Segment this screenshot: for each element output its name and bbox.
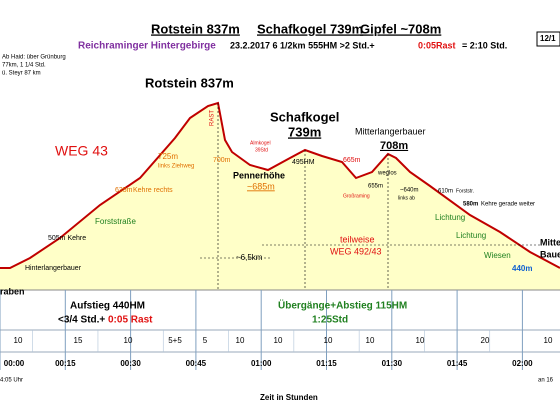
guides <box>200 103 540 290</box>
profile-label: 700m <box>213 157 231 164</box>
profile-label: Hinterlangerbauer <box>25 265 82 272</box>
profile-label: Pennerhöhe <box>233 170 285 180</box>
profile-label: Bauer <box>540 249 560 259</box>
profile-label: raben <box>0 286 25 296</box>
note: Ab Haid: über Grünburg <box>2 55 66 61</box>
profile-label: 495HM <box>292 159 315 166</box>
rest: 0:05Rast <box>418 40 456 50</box>
note: 77km, 1 1/4 Std. <box>2 63 46 69</box>
profile-label: weglos <box>377 171 397 177</box>
profile-label: 739m <box>288 124 321 139</box>
page-box <box>536 31 560 47</box>
profile-label: 708m <box>380 140 408 152</box>
profile-label: 440m <box>512 264 532 273</box>
profile-label: Forststraße <box>95 217 136 226</box>
profile-label: Kehre gerade weiter <box>481 202 535 208</box>
profile-label: 0:05 Rast <box>108 315 153 326</box>
title: Schafkogel 739m <box>257 21 363 36</box>
time-tick-label: 00:30 <box>120 359 141 368</box>
profile-label: teilweise <box>340 234 375 244</box>
segment-minutes: 10 <box>324 336 333 345</box>
segment-minutes: 10 <box>416 336 425 345</box>
profile-label: 725m <box>158 152 178 161</box>
time-tick-label: 01:15 <box>316 359 337 368</box>
time-tick-label: 00:45 <box>186 359 207 368</box>
title: Gipfel ~708m <box>360 21 441 36</box>
profile-label: links Ziehweg <box>158 164 194 170</box>
profile-label: Lichtung <box>435 213 465 222</box>
profile-label: Mitter <box>540 237 560 247</box>
start-time: 4:05 Uhr <box>0 378 23 384</box>
page-number: 12/1 <box>540 34 556 43</box>
profile-label: WEG 492/43 <box>330 246 382 256</box>
profile-label: Mitterlangerbauer <box>355 126 426 136</box>
profile-label: ~685m <box>247 181 275 191</box>
profile-label: ~6,5km <box>236 253 263 262</box>
profile-label: 505m Kehre <box>48 235 86 242</box>
profile-label: Forststr. <box>456 188 474 194</box>
time-tick-label: 02:00 <box>512 359 533 368</box>
profile-label: Almkogel <box>250 140 271 146</box>
segment-minutes: 10 <box>124 336 133 345</box>
time-tick-label: 01:00 <box>251 359 272 368</box>
profile-label: 635m <box>115 187 133 194</box>
profile-label: Kehre rechts <box>133 187 173 194</box>
segment-minutes: 10 <box>274 336 283 345</box>
profile-label: Übergänge+Abstieg 115HM <box>278 299 407 312</box>
profile-label: links ab <box>398 195 415 201</box>
profile-label: WEG 43 <box>55 143 108 159</box>
profile-label: 610m <box>438 189 453 195</box>
title: Rotstein 837m <box>151 21 240 36</box>
profile-label: <3/4 Std.+ <box>58 315 105 326</box>
profile-label: 1:25Std <box>312 315 348 326</box>
segment-minutes: 10 <box>14 336 23 345</box>
profile-label: 655m <box>368 184 383 190</box>
segment-minutes: 5 <box>203 336 208 345</box>
region: Reichraminger Hintergebirge <box>78 41 216 52</box>
segment-minutes: 5+5 <box>168 336 182 345</box>
time-tick-label: 00:15 <box>55 359 76 368</box>
profile-label: Schafkogel <box>270 109 339 124</box>
segment-minutes: 20 <box>481 336 490 345</box>
end-time: an 16 <box>538 378 554 384</box>
time-tick-label: 01:45 <box>447 359 468 368</box>
profile-label: Rotstein 837m <box>145 75 234 90</box>
segment-minutes: 10 <box>366 336 375 345</box>
time-tick-label: 00:00 <box>4 359 25 368</box>
profile-label: 580m <box>463 202 478 208</box>
segment-minutes: 10 <box>236 336 245 345</box>
profile-label: Lichtung <box>456 231 486 240</box>
profile-label: Wiesen <box>484 251 511 260</box>
profile-label: 39Std <box>255 147 268 153</box>
profile-area <box>0 103 560 290</box>
profile-label: 665m <box>343 157 361 164</box>
profile-label: Großraming <box>343 193 370 199</box>
profile-label: Aufstieg 440HM <box>70 301 145 312</box>
profile-label: RAST <box>210 110 216 126</box>
note: ü. Steyr 87 km <box>2 71 41 77</box>
profile-line <box>0 101 560 269</box>
axis-title: Zeit in Stunden <box>260 393 318 402</box>
time-tick-label: 01:30 <box>382 359 403 368</box>
segment-minutes: 10 <box>544 336 553 345</box>
profile-label: ~640m <box>400 188 419 194</box>
segment-minutes: 15 <box>74 336 83 345</box>
total: = 2:10 Std. <box>462 40 507 50</box>
stats: 23.2.2017 6 1/2km 555HM >2 Std.+ <box>230 40 375 50</box>
